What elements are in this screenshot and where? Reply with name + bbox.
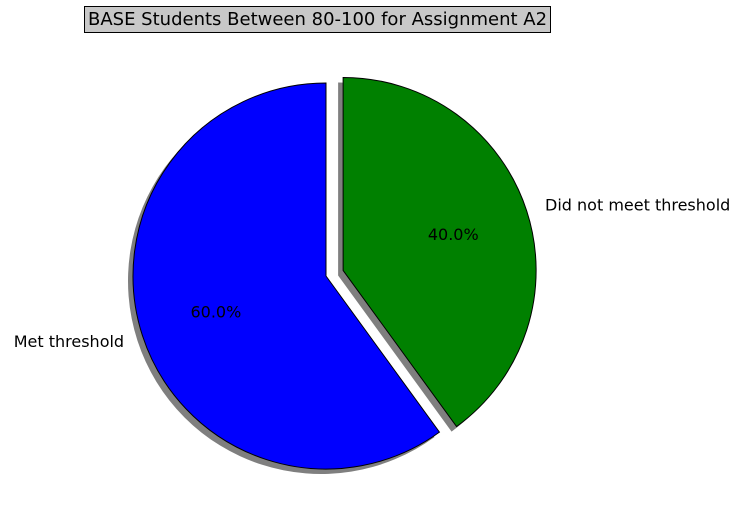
wedge-met-threshold [132,82,441,470]
category-label-met-threshold: Met threshold [14,332,124,351]
wedge-did-not-meet-threshold [342,76,537,428]
pct-label-met-threshold: 60.0% [190,302,241,321]
category-label-did-not-meet-threshold: Did not meet threshold [545,195,730,214]
pie-labels: 60.0% Met threshold 40.0% Did not meet thre… [14,195,731,351]
pct-label-did-not-meet-threshold: 40.0% [428,225,479,244]
chart-title: BASE Students Between 80-100 for Assignm… [84,6,552,33]
pie-wedges [132,76,537,470]
